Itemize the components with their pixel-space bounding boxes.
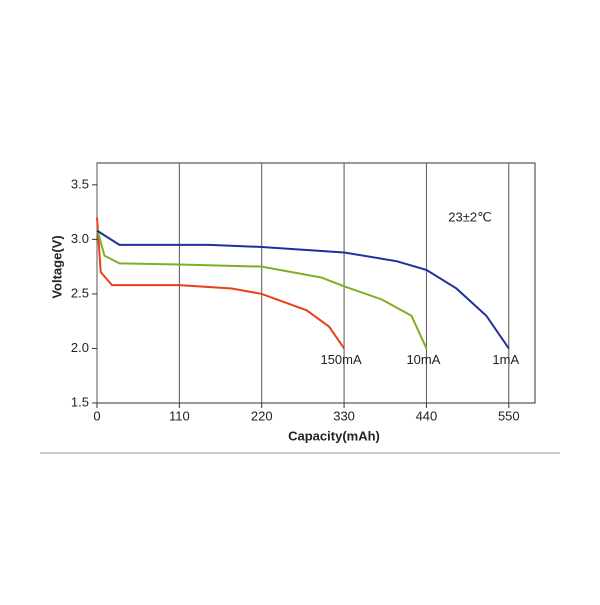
series-label: 1mA [492, 352, 519, 367]
x-tick-label: 440 [416, 408, 438, 423]
y-tick-label: 3.5 [71, 176, 89, 191]
series-label: 10mA [406, 352, 440, 367]
series-line [96, 228, 428, 349]
annotation: 23±2℃ [448, 209, 491, 224]
plot-frame [96, 162, 536, 404]
y-tick-label: 3.0 [71, 231, 89, 246]
x-tick-label: 550 [498, 408, 520, 423]
x-tick-label: 0 [93, 408, 100, 423]
x-tick-label: 110 [169, 408, 190, 423]
y-tick-label: 1.5 [71, 394, 89, 409]
y-tick-label: 2.5 [71, 285, 89, 300]
series-line [96, 229, 510, 350]
x-tick-label: 220 [251, 408, 273, 423]
y-axis-label: Voltage(V) [49, 235, 64, 298]
y-tick-label: 2.0 [71, 340, 89, 355]
series-label: 150mA [320, 352, 362, 367]
x-tick-label: 330 [333, 408, 355, 423]
x-axis-label: Capacity(mAh) [288, 428, 380, 443]
series-line [96, 217, 345, 350]
